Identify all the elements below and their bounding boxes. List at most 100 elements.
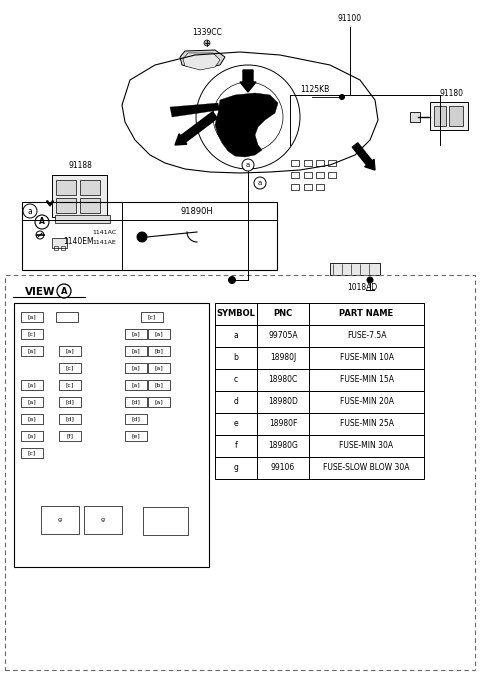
Polygon shape — [180, 50, 225, 69]
Bar — [257, 303, 309, 325]
Bar — [215, 457, 257, 479]
Text: g: g — [234, 464, 239, 472]
Text: [e]: [e] — [132, 433, 140, 439]
Text: [d]: [d] — [132, 416, 141, 421]
Bar — [309, 413, 424, 435]
Bar — [309, 457, 424, 479]
Text: FUSE-7.5A: FUSE-7.5A — [347, 331, 386, 340]
Text: [a]: [a] — [28, 383, 36, 387]
Bar — [56, 180, 76, 195]
Bar — [21, 414, 43, 424]
Bar — [59, 414, 81, 424]
Bar — [52, 175, 107, 217]
Bar — [125, 397, 147, 407]
Bar — [316, 160, 324, 166]
Text: A: A — [39, 217, 45, 227]
Bar — [215, 303, 257, 325]
Text: [a]: [a] — [28, 416, 36, 421]
Text: [c]: [c] — [66, 365, 74, 371]
FancyArrow shape — [240, 70, 256, 92]
Text: 91180: 91180 — [440, 89, 464, 98]
Bar — [430, 102, 468, 130]
Circle shape — [204, 40, 210, 46]
Polygon shape — [215, 93, 278, 157]
Circle shape — [228, 277, 236, 284]
Bar — [21, 346, 43, 356]
Circle shape — [367, 277, 373, 283]
Bar — [309, 369, 424, 391]
Text: 91890H: 91890H — [180, 207, 214, 215]
Bar — [257, 457, 309, 479]
Bar — [125, 363, 147, 373]
Text: [a]: [a] — [155, 365, 163, 371]
Bar — [59, 380, 81, 390]
Text: [a]: [a] — [28, 315, 36, 319]
Bar — [59, 346, 81, 356]
Bar — [125, 329, 147, 339]
Text: 1339CC: 1339CC — [192, 28, 222, 37]
Text: 18980C: 18980C — [268, 375, 298, 385]
Text: 91188: 91188 — [68, 161, 92, 170]
Bar — [125, 414, 147, 424]
Bar — [434, 106, 446, 126]
Bar — [257, 413, 309, 435]
Bar — [41, 506, 79, 534]
Text: FUSE-MIN 15A: FUSE-MIN 15A — [339, 375, 394, 385]
Text: 18980J: 18980J — [270, 354, 296, 362]
Text: [a]: [a] — [28, 348, 36, 354]
Bar — [309, 347, 424, 369]
Bar — [328, 172, 336, 178]
Text: 99705A: 99705A — [268, 331, 298, 340]
Circle shape — [23, 204, 37, 218]
Text: g: g — [101, 518, 105, 522]
Bar — [215, 435, 257, 457]
Bar — [21, 448, 43, 458]
Text: c: c — [234, 375, 238, 385]
Bar — [304, 172, 312, 178]
Text: [c]: [c] — [28, 450, 36, 456]
Text: e: e — [234, 419, 238, 429]
Circle shape — [35, 215, 49, 229]
Text: [a]: [a] — [132, 383, 140, 387]
Text: PART NAME: PART NAME — [339, 310, 394, 319]
Bar — [21, 380, 43, 390]
Bar — [14, 303, 209, 567]
Text: [a]: [a] — [155, 400, 163, 404]
Bar — [316, 184, 324, 190]
Text: [f]: [f] — [67, 433, 73, 439]
Text: [d]: [d] — [132, 400, 141, 404]
Bar — [21, 312, 43, 322]
Text: 18980D: 18980D — [268, 398, 298, 406]
Bar — [21, 397, 43, 407]
Bar — [309, 303, 424, 325]
Text: PNC: PNC — [274, 310, 293, 319]
Bar — [59, 431, 81, 441]
Text: [a]: [a] — [28, 433, 36, 439]
Text: [b]: [b] — [155, 348, 163, 354]
Bar — [148, 363, 170, 373]
Text: FUSE-MIN 20A: FUSE-MIN 20A — [339, 398, 394, 406]
Bar — [449, 106, 463, 126]
Text: g: g — [58, 518, 62, 522]
Bar — [59, 363, 81, 373]
Text: [a]: [a] — [132, 348, 140, 354]
Bar — [257, 347, 309, 369]
Bar — [55, 215, 110, 223]
Text: A: A — [61, 286, 67, 296]
Text: [a]: [a] — [132, 331, 140, 337]
Text: [d]: [d] — [66, 400, 74, 404]
Bar — [316, 172, 324, 178]
Bar — [215, 391, 257, 413]
Bar — [22, 202, 277, 270]
Bar — [54, 246, 58, 250]
Bar — [304, 184, 312, 190]
Text: a: a — [258, 180, 262, 186]
Text: VIEW: VIEW — [25, 287, 56, 297]
Text: [a]: [a] — [132, 365, 140, 371]
Circle shape — [57, 284, 71, 298]
Bar — [143, 507, 188, 535]
Circle shape — [242, 159, 254, 171]
Bar — [257, 369, 309, 391]
Text: [a]: [a] — [155, 331, 163, 337]
Bar — [56, 198, 76, 213]
